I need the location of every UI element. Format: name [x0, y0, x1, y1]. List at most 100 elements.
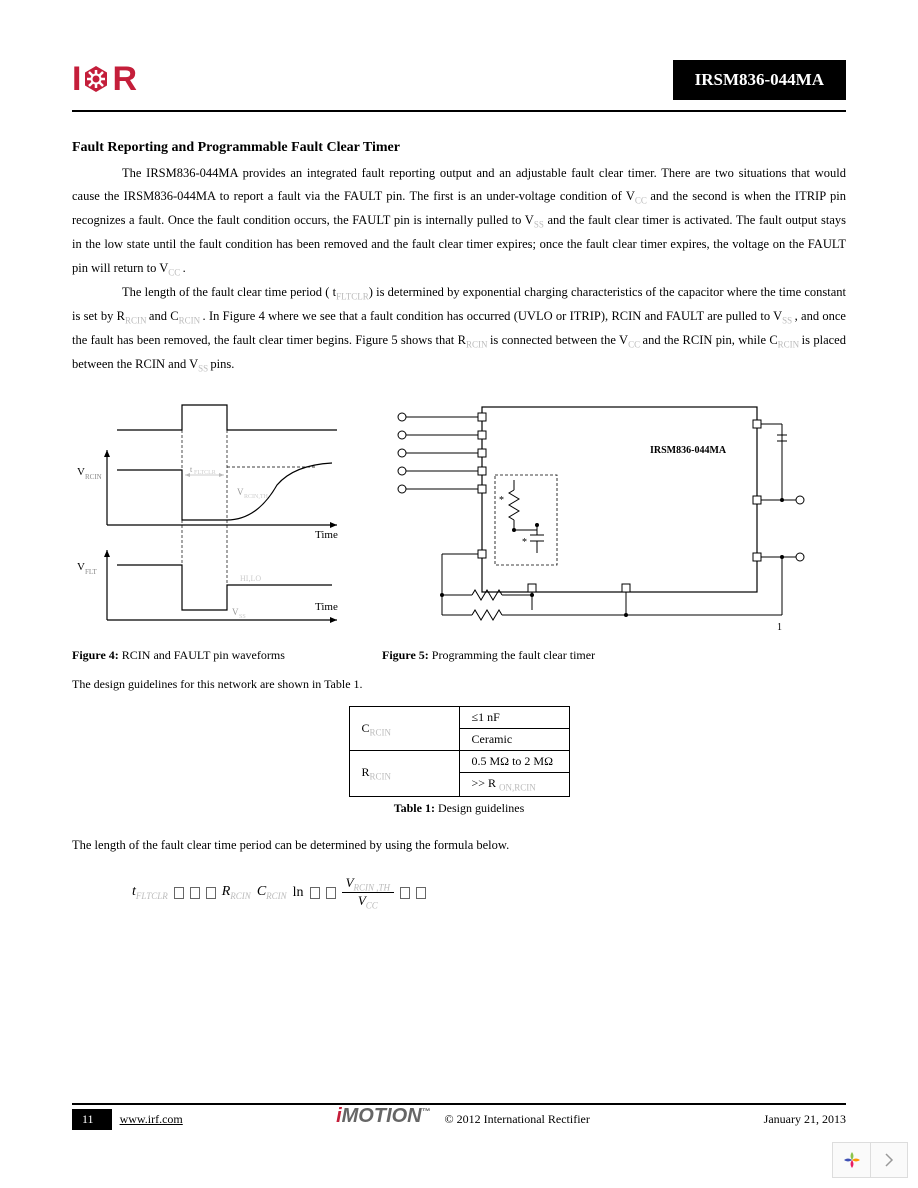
header-underline — [72, 110, 846, 112]
fig4-caption-text: RCIN and FAULT pin waveforms — [119, 648, 285, 662]
sub-cc2: CC — [168, 267, 182, 277]
footer-copyright: © 2012 International Rectifier — [444, 1112, 589, 1127]
svg-text:FLTCLR: FLTCLR — [194, 470, 216, 476]
formula-vden-sub: CC — [366, 901, 378, 911]
svg-text:1: 1 — [777, 622, 782, 633]
logo-letter-r: R — [112, 60, 136, 99]
part-number-box: IRSM836-044MA — [673, 60, 846, 100]
figure-4: V RCIN V FLT t FLTCLR V RCIN,TH V SS HI,… — [72, 395, 362, 663]
figure5-svg: IRSM836-044MA — [382, 395, 812, 640]
table1-caption-bold: Table 1: — [394, 801, 435, 815]
p2-g: and the RCIN pin, while C — [643, 333, 778, 347]
placeholder-box-icon — [174, 887, 184, 899]
p1-d: . — [183, 261, 186, 275]
sub-cc3: CC — [628, 339, 642, 349]
formula-ln: ln — [293, 885, 304, 901]
svg-text:RCIN,TH: RCIN,TH — [244, 494, 269, 500]
sub-rcin1: RCIN — [125, 315, 149, 325]
figure5-caption: Figure 5: Programming the fault clear ti… — [382, 648, 846, 663]
logo-letter-i: I — [72, 60, 80, 99]
nav-logo-icon[interactable] — [832, 1142, 870, 1178]
page-footer: 11 www.irf.com iMOTION™ © 2012 Internati… — [72, 1103, 846, 1130]
svg-text:*: * — [522, 537, 527, 548]
formula-vden: V — [358, 893, 366, 908]
table-row: CRCIN ≤1 nF — [349, 707, 569, 729]
placeholder-box-icon — [190, 887, 200, 899]
logo-hexagon-icon — [82, 65, 110, 93]
table-cell: Ceramic — [459, 729, 569, 751]
svg-text:SS: SS — [239, 614, 246, 620]
svg-text:*: * — [499, 495, 504, 506]
table-cell: 0.5 MΩ to 2 MΩ — [459, 751, 569, 773]
formula-r-sub: RCIN — [230, 891, 251, 901]
formula-fraction: VRCIN ,TH VCC — [342, 875, 394, 911]
formula-c: C — [257, 884, 266, 899]
section-title: Fault Reporting and Programmable Fault C… — [72, 140, 846, 156]
footer-url[interactable]: www.irf.com — [120, 1112, 183, 1127]
svg-text:Time: Time — [315, 529, 338, 541]
fig5-caption-bold: Figure 5: — [382, 648, 429, 662]
placeholder-box-icon — [310, 887, 320, 899]
table-row: RRCIN 0.5 MΩ to 2 MΩ — [349, 751, 569, 773]
p2-f: is connected between the V — [490, 333, 628, 347]
svg-text:V: V — [77, 561, 85, 573]
section-content: Fault Reporting and Programmable Fault C… — [72, 140, 846, 377]
svg-text:V: V — [77, 466, 85, 478]
sub-cc1: CC — [635, 196, 650, 206]
formula: tFLTCLR RRCIN CRCIN ln VRCIN ,TH VCC — [132, 875, 846, 911]
placeholder-box-icon — [326, 887, 336, 899]
formula-c-sub: RCIN — [266, 891, 287, 901]
next-page-button[interactable] — [870, 1142, 908, 1178]
fig5-caption-text: Programming the fault clear timer — [429, 648, 595, 662]
sub-ss2: SS — [782, 315, 794, 325]
placeholder-box-icon — [206, 887, 216, 899]
figure-5: IRSM836-044MA — [382, 395, 846, 663]
sub-rcin4: RCIN — [778, 339, 802, 349]
sub-rcin3: RCIN — [466, 339, 490, 349]
sub-ss1: SS — [534, 220, 544, 230]
svg-text:RCIN: RCIN — [85, 473, 102, 481]
table-cell: >> R ON,RCIN — [459, 773, 569, 796]
figure4-caption: Figure 4: RCIN and FAULT pin waveforms — [72, 648, 362, 663]
svg-text:IRSM836-044MA: IRSM836-044MA — [650, 445, 727, 456]
table-cell-rrcin-label: RRCIN — [349, 751, 459, 796]
svg-text:V: V — [232, 607, 239, 617]
svg-text:FLT: FLT — [85, 568, 98, 576]
table-1: CRCIN ≤1 nF Ceramic RRCIN 0.5 MΩ to 2 MΩ… — [349, 706, 570, 796]
p2-a: The length of the fault clear time perio… — [122, 285, 336, 299]
formula-intro-text: The length of the fault clear time perio… — [72, 838, 846, 853]
svg-text:t: t — [190, 465, 193, 474]
figures-row: V RCIN V FLT t FLTCLR V RCIN,TH V SS HI,… — [72, 395, 846, 663]
table-cell-crcin-label: CRCIN — [349, 707, 459, 751]
footer-date: January 21, 2013 — [764, 1112, 846, 1127]
svg-text:V: V — [237, 487, 244, 497]
svg-text:Time: Time — [315, 601, 338, 613]
formula-vnum: V — [346, 875, 354, 890]
sub-fltclr: FLTCLR — [336, 291, 369, 301]
table1-caption-text: Design guidelines — [435, 801, 524, 815]
formula-r: R — [222, 884, 231, 899]
table-cell: ≤1 nF — [459, 707, 569, 729]
nav-buttons — [832, 1142, 908, 1178]
page-header: I R IRSM836-044MA — [72, 60, 846, 100]
fig4-caption-bold: Figure 4: — [72, 648, 119, 662]
sub-rcin2: RCIN — [179, 315, 203, 325]
paragraph-2: The length of the fault clear time perio… — [72, 281, 846, 378]
formula-vnum-sub: RCIN ,TH — [354, 882, 391, 892]
footer-page-number: 11 — [72, 1109, 112, 1130]
table1-caption: Table 1: Design guidelines — [72, 801, 846, 816]
figure4-svg: V RCIN V FLT t FLTCLR V RCIN,TH V SS HI,… — [72, 395, 362, 640]
formula-t-sub: FLTCLR — [136, 891, 168, 901]
imotion-logo: iMOTION™ — [336, 1105, 431, 1128]
footer-divider — [72, 1103, 846, 1105]
ir-logo: I R — [72, 60, 136, 98]
p2-c: and C — [149, 309, 179, 323]
p2-i: pins. — [210, 357, 234, 371]
sub-ss3: SS — [198, 364, 210, 374]
placeholder-box-icon — [400, 887, 410, 899]
p2-d: . In Figure 4 where we see that a fault … — [203, 309, 783, 323]
svg-text:HI,LO: HI,LO — [240, 574, 261, 583]
paragraph-1: The IRSM836-044MA provides an integrated… — [72, 162, 846, 281]
design-guidelines-note: The design guidelines for this network a… — [72, 677, 846, 692]
placeholder-box-icon — [416, 887, 426, 899]
